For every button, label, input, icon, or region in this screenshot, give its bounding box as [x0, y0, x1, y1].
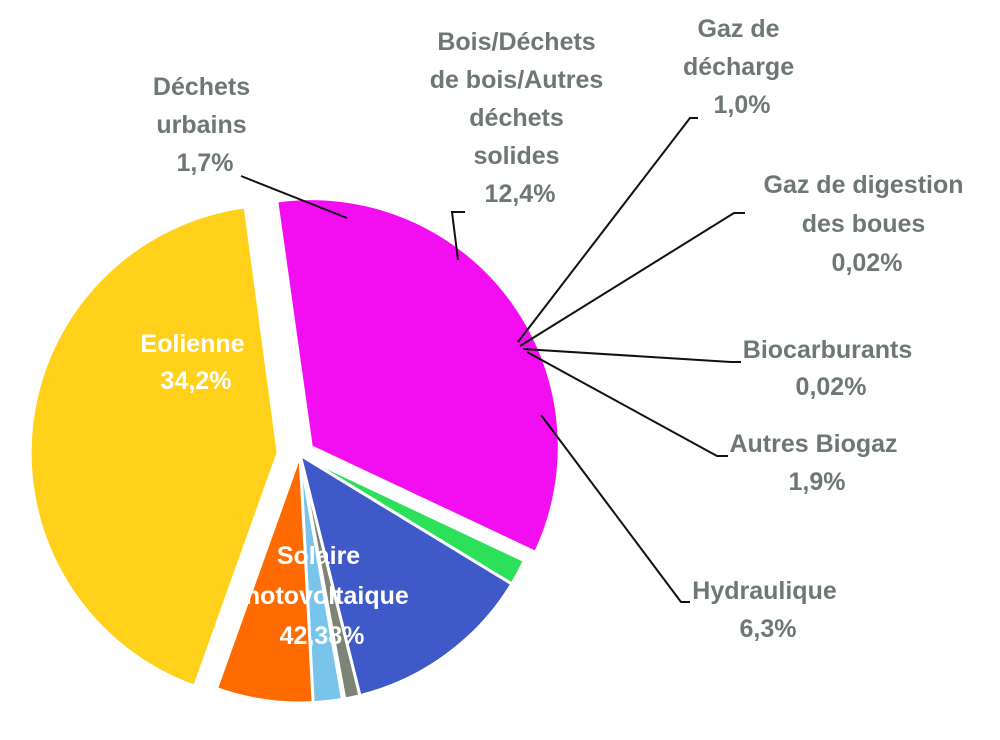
pie-slice-bois — [297, 451, 514, 698]
slice-label-hydro: Hydraulique 6,3% — [692, 577, 843, 643]
slice-label-dechets: Déchets urbains 1,7% — [153, 73, 257, 177]
pie-slices — [28, 197, 561, 705]
leader-line-hydro — [540, 414, 690, 603]
pie-slice-hydro — [214, 454, 315, 705]
slice-label-biogaz: Autres Biogaz 1,9% — [729, 430, 904, 496]
slice-label-gazdech: Gaz de décharge 1,0% — [683, 15, 801, 119]
pie-slice-solaire — [28, 205, 280, 689]
slice-label-boues: Gaz de digestion des boues 0,02% — [764, 171, 971, 277]
slice-label-solaire: Solaire Photovoltaique 42,38% — [228, 542, 416, 650]
leader-line-biocarb — [522, 348, 741, 363]
leader-line-gazdech — [517, 117, 698, 343]
slice-label-eolien: Eolienne 34,2% — [140, 330, 251, 395]
slice-label-biocarb: Biocarburants 0,02% — [743, 336, 919, 401]
leader-lines — [240, 117, 745, 603]
leader-line-biogaz — [526, 351, 728, 457]
slice-label-bois: Bois/Déchets de bois/Autres déchets soli… — [430, 28, 611, 208]
leader-line-dechets — [240, 175, 348, 219]
leader-line-bois — [450, 211, 465, 261]
leader-line-boues — [519, 212, 745, 347]
pie-slice-eolien — [275, 197, 561, 555]
pie-labels: Eolienne 34,2% Déchets urbains 1,7% Bois… — [140, 15, 971, 650]
